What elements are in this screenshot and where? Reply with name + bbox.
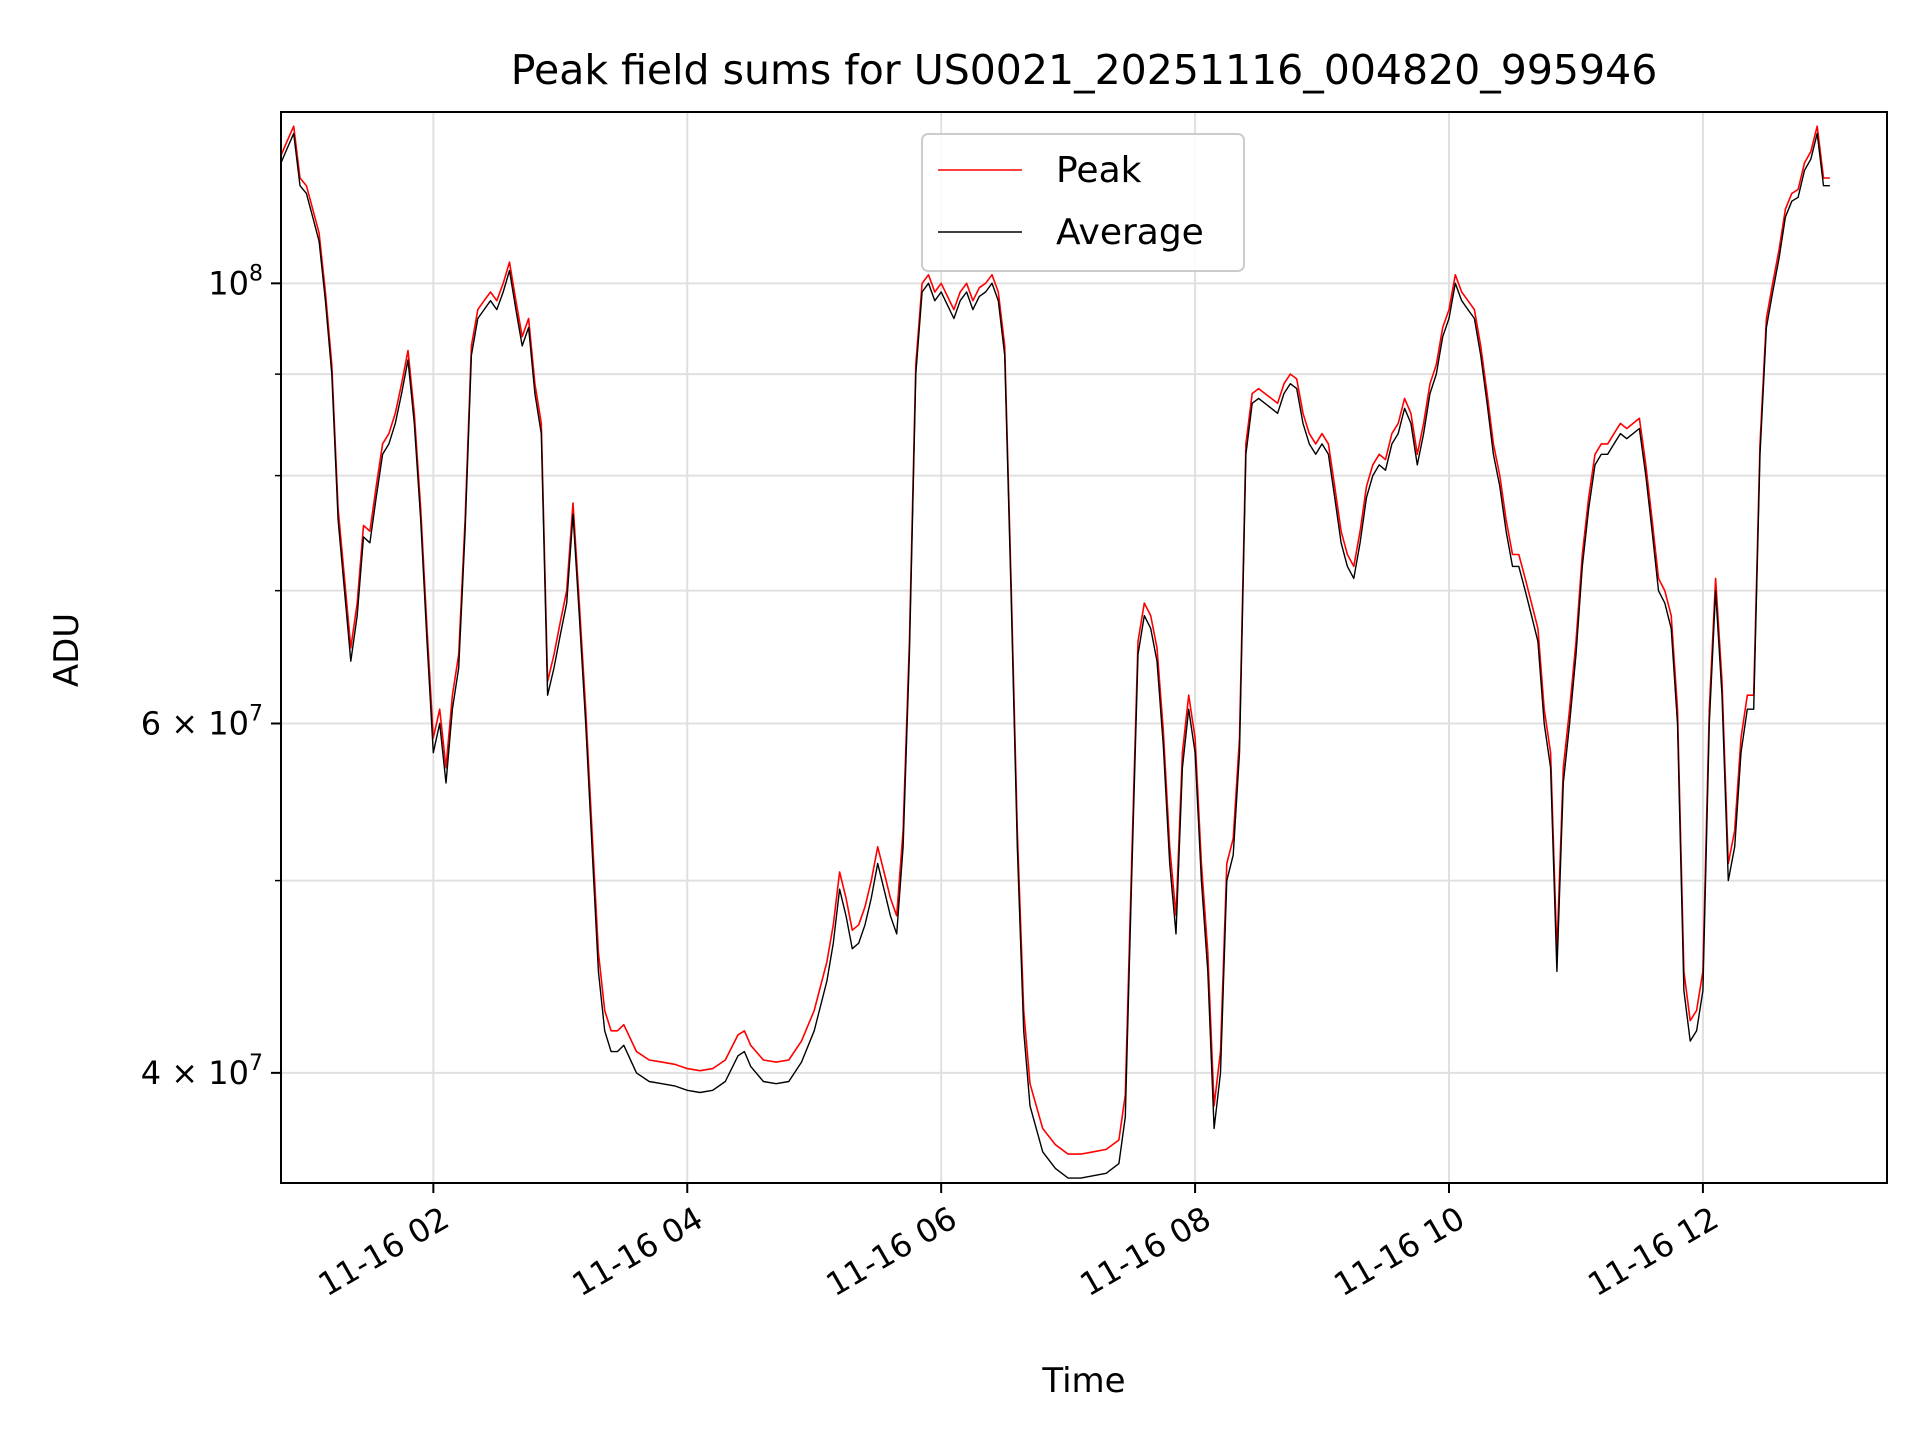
y-tick-label-exponent: 7 bbox=[249, 1051, 263, 1076]
plot-frame bbox=[280, 111, 1888, 1184]
legend-label-peak: Peak bbox=[1056, 150, 1142, 191]
y-tick-label-base: 10 bbox=[208, 264, 249, 302]
y-tick-label: 108 bbox=[208, 261, 263, 302]
legend-box bbox=[921, 133, 1245, 272]
legend: Peak Average bbox=[921, 133, 1245, 272]
chart-title: Peak field sums for US0021_20251116_0048… bbox=[511, 46, 1658, 94]
y-tick-label-base: 6 × 10 bbox=[141, 704, 249, 742]
average-series-line bbox=[280, 132, 1830, 1179]
y-axis-label: ADU bbox=[47, 613, 87, 687]
y-tick-label-base: 4 × 10 bbox=[141, 1054, 249, 1092]
grid bbox=[281, 112, 1887, 1183]
legend-label-average: Average bbox=[1056, 212, 1204, 253]
y-tick-label: 6 × 107 bbox=[141, 701, 263, 742]
series-lines bbox=[280, 125, 1830, 1179]
y-tick-label-exponent: 7 bbox=[249, 701, 263, 726]
y-tick-label: 4 × 107 bbox=[141, 1051, 263, 1092]
y-tick-label-exponent: 8 bbox=[249, 261, 263, 286]
x-axis-label: Time bbox=[1041, 1361, 1125, 1401]
